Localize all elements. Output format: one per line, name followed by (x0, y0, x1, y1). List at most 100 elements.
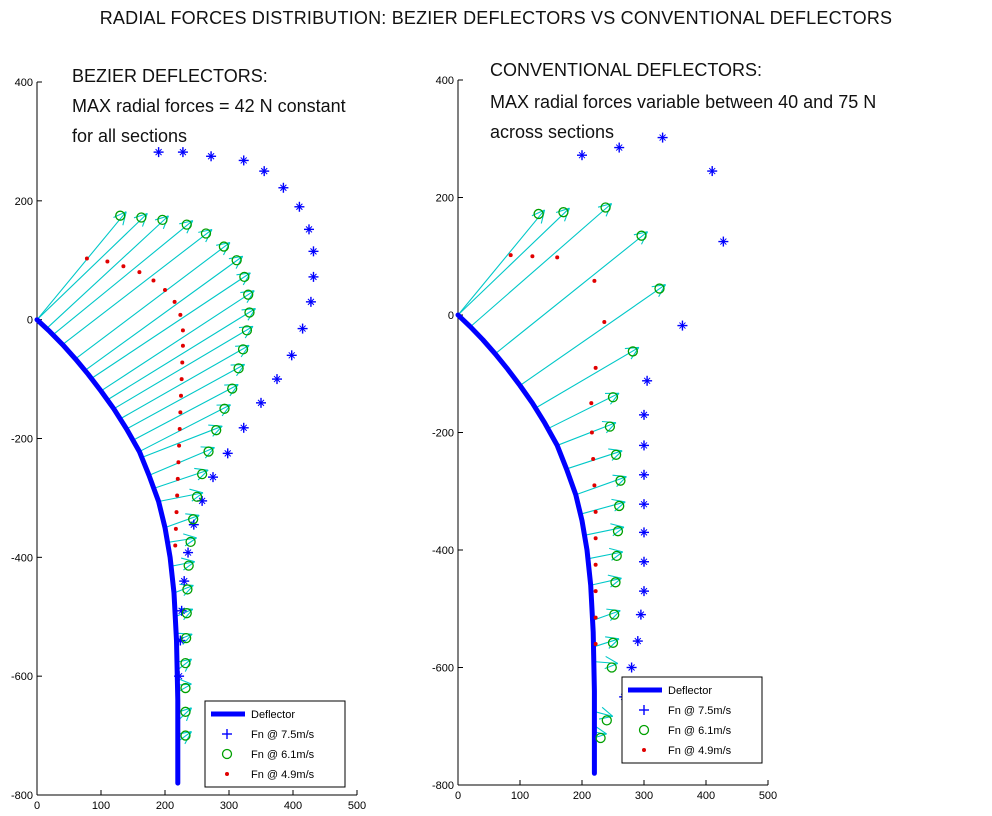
fn49-marker (591, 456, 596, 461)
fn75-marker (177, 147, 188, 158)
y-tick-label: 0 (448, 310, 454, 322)
fn49-marker (180, 328, 185, 333)
fn61-marker (183, 560, 194, 571)
arrow-head (230, 363, 245, 366)
fn61-marker (185, 536, 196, 548)
arrow-head (240, 290, 255, 294)
arrow-head (222, 242, 231, 256)
fn75-marker (642, 375, 653, 386)
force-arrow (164, 514, 200, 529)
fn61-marker (227, 383, 238, 394)
fn49-marker (180, 343, 185, 348)
fn61-marker (180, 682, 191, 694)
legend-fn61-swatch (221, 748, 233, 760)
fn49-marker (593, 365, 598, 370)
x-tick-label: 200 (156, 800, 174, 812)
fn75-marker (188, 519, 199, 530)
fn61-marker (218, 241, 230, 252)
fn75-marker (308, 246, 319, 257)
fn49-marker (593, 562, 598, 567)
force-arrow (519, 284, 666, 386)
arrow-head (242, 272, 251, 286)
force-arrow (494, 231, 648, 355)
figure-title: RADIAL FORCES DISTRIBUTION: BEZIER DEFLE… (99, 8, 893, 28)
fn49-marker (178, 312, 183, 317)
fn61-marker (558, 207, 569, 218)
fn75-marker (183, 547, 194, 558)
fn61-marker (636, 230, 647, 241)
fn61-marker (196, 468, 208, 480)
fn61-marker (136, 212, 147, 223)
fn49-marker (173, 543, 178, 548)
right-annotation-line1: CONVENTIONAL DEFLECTORS: (490, 60, 762, 80)
fn75-marker (259, 166, 270, 177)
force-arrow (470, 203, 612, 328)
fn49-marker (84, 256, 89, 261)
fn49-marker (137, 270, 142, 275)
force-arrow (457, 207, 570, 316)
force-arrow (107, 308, 256, 401)
fn49-marker (176, 460, 181, 465)
x-tick-label: 200 (573, 790, 591, 802)
fn75-marker (206, 151, 217, 162)
fn61-marker (157, 214, 168, 225)
fn75-marker (272, 374, 282, 385)
fn75-marker (176, 605, 187, 616)
fn75-marker (179, 576, 190, 587)
fn75-marker (632, 636, 643, 647)
arrow-head (594, 725, 607, 735)
fn75-marker (707, 166, 718, 177)
y-tick-label: -200 (11, 434, 33, 446)
legend-label: Deflector (668, 685, 712, 697)
fn61-marker (612, 526, 624, 537)
legend-label: Fn @ 6.1m/s (251, 749, 315, 761)
y-tick-label: -400 (11, 552, 33, 564)
fn61-marker (237, 344, 249, 355)
force-arrow (91, 272, 251, 379)
fn61-marker (180, 730, 191, 741)
fn49-marker (602, 320, 607, 325)
fn61-marker (188, 514, 199, 525)
force-arrow (132, 384, 239, 441)
arrow-head (611, 498, 626, 503)
fn75-marker (639, 440, 649, 451)
fn75-marker (718, 236, 729, 247)
right-annotation-line2: MAX radial forces variable between 40 an… (490, 92, 876, 112)
fn61-marker (239, 271, 250, 283)
fn61-marker (180, 657, 191, 669)
x-tick-label: 0 (455, 790, 461, 802)
fn75-marker (639, 527, 649, 538)
arrow-head (605, 655, 619, 664)
fn61-marker (611, 550, 622, 562)
arrow-head (205, 229, 213, 243)
y-tick-label: 400 (15, 77, 33, 89)
y-tick-label: -800 (432, 780, 454, 792)
force-arrow (36, 213, 148, 321)
arrow-head (184, 658, 192, 672)
y-tick-label: 400 (436, 75, 454, 87)
fn75-marker (197, 495, 208, 506)
fn49-marker (173, 526, 178, 531)
arrow-head (235, 255, 244, 269)
force-arrow (52, 220, 194, 336)
fn49-marker (593, 589, 598, 594)
arrow-head (224, 384, 239, 386)
x-tick-label: 100 (511, 790, 529, 802)
right-annotation-line3: across sections (490, 122, 614, 142)
force-arrow (158, 492, 204, 503)
arrow-head (610, 523, 625, 528)
y-tick-label: 0 (27, 315, 33, 327)
deflector-curve (34, 317, 181, 786)
fn61-marker (231, 255, 242, 266)
fn75-marker (294, 201, 305, 212)
arrow-head (247, 308, 256, 321)
fn49-marker (508, 253, 513, 258)
fn49-marker (177, 426, 182, 431)
legend: Deflector Fn @ 7.5m/s Fn @ 6.1m/s Fn @ 4.9m… (204, 700, 346, 788)
fn61-marker (200, 228, 212, 239)
fn49-marker (555, 255, 560, 260)
fn75-marker (278, 182, 289, 193)
force-arrows (36, 211, 256, 745)
fn75-marker (614, 142, 625, 153)
